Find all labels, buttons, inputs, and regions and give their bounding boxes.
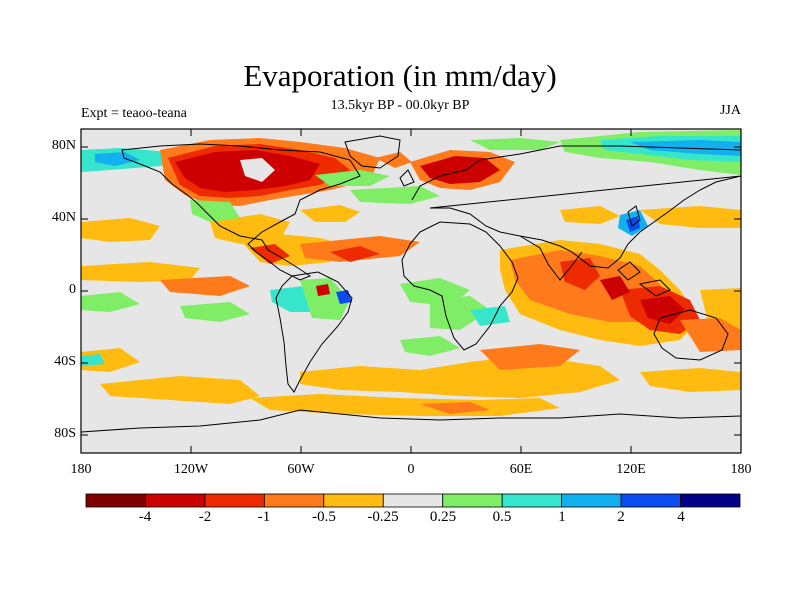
colorbar-box bbox=[323, 493, 384, 508]
colorbar-box bbox=[382, 493, 444, 508]
colorbar-box bbox=[442, 493, 503, 508]
plot-subtitle: 13.5kyr BP - 00.0kyr BP bbox=[330, 98, 470, 113]
coastlines bbox=[81, 135, 741, 433]
colorbar-box bbox=[263, 493, 325, 508]
colorbar-box bbox=[561, 493, 622, 508]
colorbar bbox=[85, 493, 741, 508]
lat-label-0: 0 bbox=[69, 282, 76, 297]
lon-label-120e: 120E bbox=[616, 462, 646, 477]
lat-label-80n: 80N bbox=[51, 138, 76, 153]
colorbar-box bbox=[145, 493, 206, 508]
evaporation-field bbox=[81, 130, 741, 416]
colorbar-label: 0.25 bbox=[429, 509, 457, 525]
lon-ticks bbox=[80, 129, 742, 453]
lat-ticks bbox=[81, 146, 741, 436]
lon-label-180e: 180 bbox=[730, 462, 752, 477]
colorbar-label: 2 bbox=[617, 509, 625, 525]
colorbar-label: 1 bbox=[558, 509, 566, 525]
lon-label-60w: 60W bbox=[287, 462, 315, 477]
experiment-label: Expt = teaoo-teana bbox=[81, 106, 187, 121]
colorbar-label: -2 bbox=[198, 509, 212, 525]
season-label: JJA bbox=[719, 103, 741, 118]
lon-label-60e: 60E bbox=[509, 462, 533, 477]
lon-label-180w: 180 bbox=[70, 462, 92, 477]
colorbar-label: -4 bbox=[138, 509, 152, 525]
lon-label-0: 0 bbox=[407, 462, 415, 477]
colorbar-box bbox=[680, 493, 741, 508]
colorbar-label: -0.25 bbox=[367, 509, 399, 525]
lat-label-80s: 80S bbox=[54, 426, 76, 441]
colorbar-box bbox=[620, 493, 681, 508]
colorbar-label: -0.5 bbox=[312, 509, 336, 525]
colorbar-label: 4 bbox=[677, 509, 685, 525]
colorbar-label: -1 bbox=[257, 509, 271, 525]
lat-label-40n: 40N bbox=[51, 210, 76, 225]
colorbar-label: 0.5 bbox=[492, 509, 512, 525]
colorbar-box bbox=[85, 493, 146, 508]
colorbar-box bbox=[501, 493, 563, 508]
lon-label-120w: 120W bbox=[173, 462, 209, 477]
plot-title: Evaporation (in mm/day) bbox=[243, 58, 557, 93]
lat-label-40s: 40S bbox=[54, 354, 76, 369]
colorbar-box bbox=[204, 493, 265, 508]
